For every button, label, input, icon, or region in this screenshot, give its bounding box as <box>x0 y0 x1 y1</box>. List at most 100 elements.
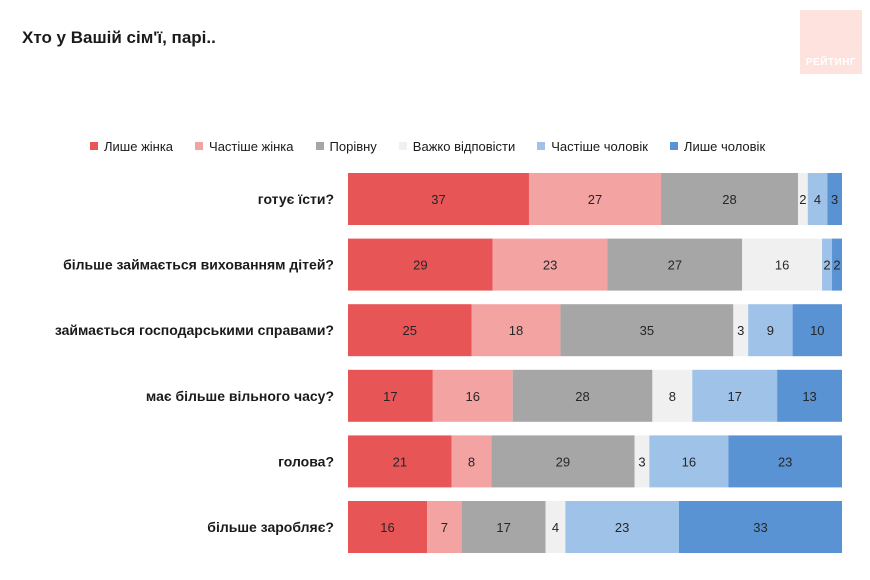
data-label: 2 <box>823 258 830 273</box>
legend-label: Лише чоловік <box>683 138 766 154</box>
legend-label: Лише жінка <box>104 138 174 154</box>
bar-segment <box>661 173 798 225</box>
data-label: 23 <box>543 258 557 273</box>
data-label: 16 <box>682 454 696 469</box>
legend-swatch <box>537 142 546 150</box>
bar-segment <box>748 304 793 357</box>
rating-logo: РЕЙТИНГ <box>800 10 862 74</box>
bar-segment <box>827 173 842 225</box>
data-label: 7 <box>441 520 448 535</box>
legend-item: Порівну <box>315 138 377 154</box>
data-label: 28 <box>575 389 589 404</box>
data-label: 2 <box>799 192 806 207</box>
bar-segment <box>528 173 662 225</box>
data-label: 27 <box>668 258 682 273</box>
data-label: 21 <box>393 454 407 469</box>
bar-segment <box>634 435 650 488</box>
bar-segment <box>692 369 778 422</box>
bar-segment <box>652 369 693 422</box>
data-label: 23 <box>778 454 792 469</box>
bar-segment <box>832 238 842 291</box>
data-label: 16 <box>466 389 480 404</box>
legend-swatch <box>90 142 98 150</box>
data-label: 18 <box>509 323 523 338</box>
data-label: 27 <box>588 192 602 207</box>
bar-segment <box>348 304 472 357</box>
legend-swatch <box>195 142 204 150</box>
bar-segment <box>807 173 828 225</box>
data-label: 2 <box>833 258 840 273</box>
chart-title: Хто у Вашій сім'ї, парі.. <box>22 28 216 47</box>
bar-segment <box>728 435 842 488</box>
legend-swatch <box>669 142 678 150</box>
data-label: 28 <box>722 192 736 207</box>
bar-segment <box>777 369 842 422</box>
bar-segment <box>491 435 635 488</box>
data-label: 17 <box>383 389 397 404</box>
legend-item: Частіше жінка <box>195 138 294 154</box>
data-label: 17 <box>727 389 741 404</box>
category-label: готує їсти? <box>258 191 334 207</box>
legend-item: Лише чоловік <box>669 138 766 154</box>
bar-segment <box>512 369 653 422</box>
data-label: 16 <box>775 258 789 273</box>
data-label: 33 <box>753 520 767 535</box>
legend-swatch <box>315 142 324 150</box>
legend-label: Важко відповісти <box>412 138 516 154</box>
bar-segment <box>649 435 729 488</box>
data-label: 4 <box>814 192 821 207</box>
bar-segment <box>432 369 513 422</box>
data-label: 3 <box>831 192 838 207</box>
data-label: 3 <box>737 323 744 338</box>
category-label: більше заробляє? <box>207 519 334 535</box>
bar-segment <box>348 238 493 291</box>
data-label: 35 <box>640 323 654 338</box>
bar-segment <box>348 369 433 422</box>
legend-label: Порівну <box>329 138 377 154</box>
data-label: 29 <box>556 454 570 469</box>
data-label: 13 <box>802 389 816 404</box>
legend-label: Частіше жінка <box>209 138 294 154</box>
legend-item: Важко відповісти <box>398 138 516 154</box>
data-label: 23 <box>615 520 629 535</box>
legend-label: Частіше чоловік <box>551 138 648 154</box>
bar-segment <box>545 501 566 553</box>
data-label: 16 <box>380 520 394 535</box>
category-label: голова? <box>278 453 334 469</box>
bar-segment <box>733 304 749 357</box>
category-label: займається господарськими справами? <box>55 322 334 338</box>
data-label: 9 <box>767 323 774 338</box>
bar-segment <box>348 435 452 488</box>
data-label: 3 <box>638 454 645 469</box>
bar-segment <box>348 173 529 225</box>
category-label: має більше вільного часу? <box>146 388 334 404</box>
chart-legend: Лише жінка Частіше жінка Порівну Важко відп… <box>90 137 850 155</box>
legend-swatch <box>398 142 407 150</box>
data-label: 10 <box>810 323 824 338</box>
data-label: 4 <box>552 520 559 535</box>
category-label: більше займається вихованням дітей? <box>63 257 334 273</box>
data-label: 17 <box>496 520 510 535</box>
bar-segment <box>678 501 842 553</box>
data-label: 25 <box>403 323 417 338</box>
bar-segment <box>797 173 808 225</box>
bar-segment <box>461 501 546 553</box>
data-label: 37 <box>431 192 445 207</box>
bar-segment <box>471 304 561 357</box>
data-label: 8 <box>468 454 475 469</box>
legend-item: Лише жінка <box>90 139 173 154</box>
bar-segment <box>607 238 743 291</box>
bar-segment <box>822 238 833 291</box>
bar-segment <box>427 501 462 553</box>
bar-segment <box>451 435 492 488</box>
bar-segment <box>565 501 679 553</box>
legend-item: Частіше чоловік <box>537 139 648 154</box>
bar-segment <box>792 304 842 357</box>
bar-segment <box>348 501 428 553</box>
bar-segment <box>742 238 823 291</box>
data-label: 29 <box>413 258 427 273</box>
data-label: 8 <box>669 389 676 404</box>
bar-segment <box>560 304 734 357</box>
logo-text: РЕЙТИНГ <box>805 57 857 68</box>
